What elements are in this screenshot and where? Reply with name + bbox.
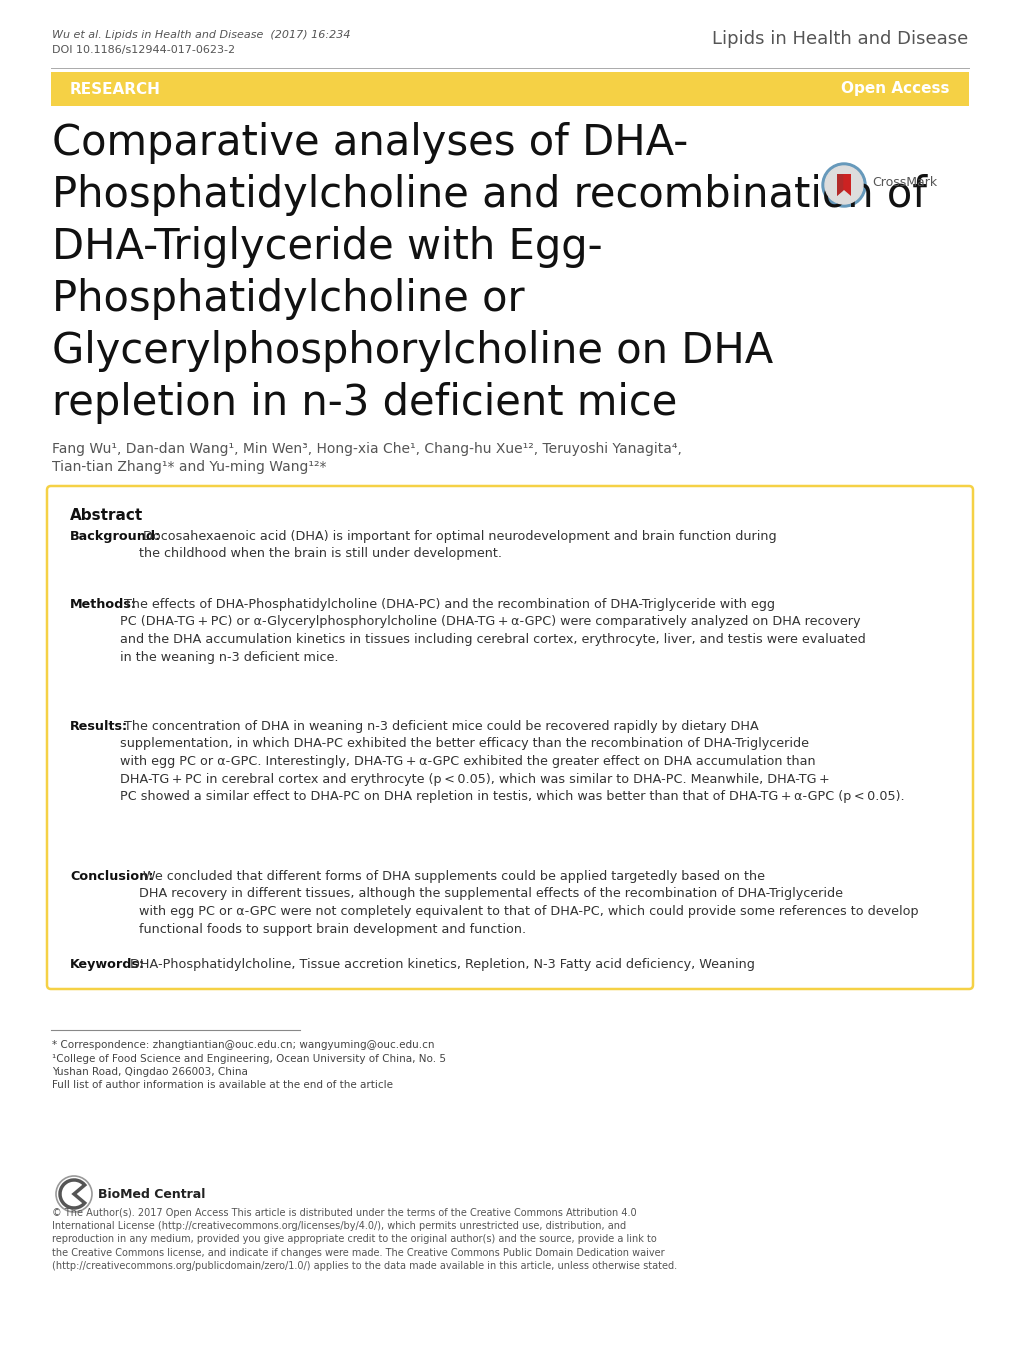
FancyBboxPatch shape [47, 486, 972, 989]
Polygon shape [837, 173, 850, 196]
Text: DHA-Phosphatidylcholine, Tissue accretion kinetics, Repletion, N-3 Fatty acid de: DHA-Phosphatidylcholine, Tissue accretio… [126, 958, 754, 972]
Text: Abstract: Abstract [70, 508, 143, 523]
Circle shape [56, 1176, 92, 1211]
Text: Full list of author information is available at the end of the article: Full list of author information is avail… [52, 1080, 392, 1089]
Text: Fang Wu¹, Dan-dan Wang¹, Min Wen³, Hong-xia Che¹, Chang-hu Xue¹², Teruyoshi Yana: Fang Wu¹, Dan-dan Wang¹, Min Wen³, Hong-… [52, 442, 682, 457]
Text: Open Access: Open Access [841, 81, 949, 96]
Text: Glycerylphosphorylcholine on DHA: Glycerylphosphorylcholine on DHA [52, 331, 772, 373]
Text: Results:: Results: [70, 720, 128, 733]
Circle shape [824, 167, 862, 205]
Text: Keywords:: Keywords: [70, 958, 145, 972]
Text: Yushan Road, Qingdao 266003, China: Yushan Road, Qingdao 266003, China [52, 1066, 248, 1077]
Text: Comparative analyses of DHA-: Comparative analyses of DHA- [52, 122, 688, 164]
Text: Phosphatidylcholine and recombination of: Phosphatidylcholine and recombination of [52, 173, 926, 215]
Text: We concluded that different forms of DHA supplements could be applied targetedly: We concluded that different forms of DHA… [139, 870, 917, 935]
Text: Phosphatidylcholine or: Phosphatidylcholine or [52, 278, 524, 320]
Text: Background:: Background: [70, 530, 161, 543]
Text: The concentration of DHA in weaning n-3 deficient mice could be recovered rapidl: The concentration of DHA in weaning n-3 … [120, 720, 904, 804]
Text: RESEARCH: RESEARCH [70, 81, 161, 96]
Text: CrossMark: CrossMark [871, 176, 936, 188]
Polygon shape [837, 173, 843, 196]
Text: Wu et al. Lipids in Health and Disease  (2017) 16:234: Wu et al. Lipids in Health and Disease (… [52, 30, 351, 41]
Text: Tian-tian Zhang¹* and Yu-ming Wang¹²*: Tian-tian Zhang¹* and Yu-ming Wang¹²* [52, 459, 326, 474]
Text: Methods:: Methods: [70, 598, 137, 611]
Circle shape [821, 163, 865, 207]
Text: ¹College of Food Science and Engineering, Ocean University of China, No. 5: ¹College of Food Science and Engineering… [52, 1054, 445, 1064]
Text: repletion in n-3 deficient mice: repletion in n-3 deficient mice [52, 382, 677, 424]
Bar [51, 72, 968, 106]
Text: DOI 10.1186/s12944-017-0623-2: DOI 10.1186/s12944-017-0623-2 [52, 45, 235, 56]
Text: Lipids in Health and Disease: Lipids in Health and Disease [711, 30, 967, 47]
Text: DHA-Triglyceride with Egg-: DHA-Triglyceride with Egg- [52, 226, 602, 268]
Text: * Correspondence: zhangtiantian@ouc.edu.cn; wangyuming@ouc.edu.cn: * Correspondence: zhangtiantian@ouc.edu.… [52, 1041, 434, 1050]
Text: © The Author(s). 2017 Open Access This article is distributed under the terms of: © The Author(s). 2017 Open Access This a… [52, 1209, 677, 1271]
Text: The effects of DHA-Phosphatidylcholine (DHA-PC) and the recombination of DHA-Tri: The effects of DHA-Phosphatidylcholine (… [120, 598, 865, 664]
Text: BioMed Central: BioMed Central [98, 1188, 205, 1201]
Text: Conclusion:: Conclusion: [70, 870, 153, 883]
Text: Docosahexaenoic acid (DHA) is important for optimal neurodevelopment and brain f: Docosahexaenoic acid (DHA) is important … [139, 530, 775, 561]
